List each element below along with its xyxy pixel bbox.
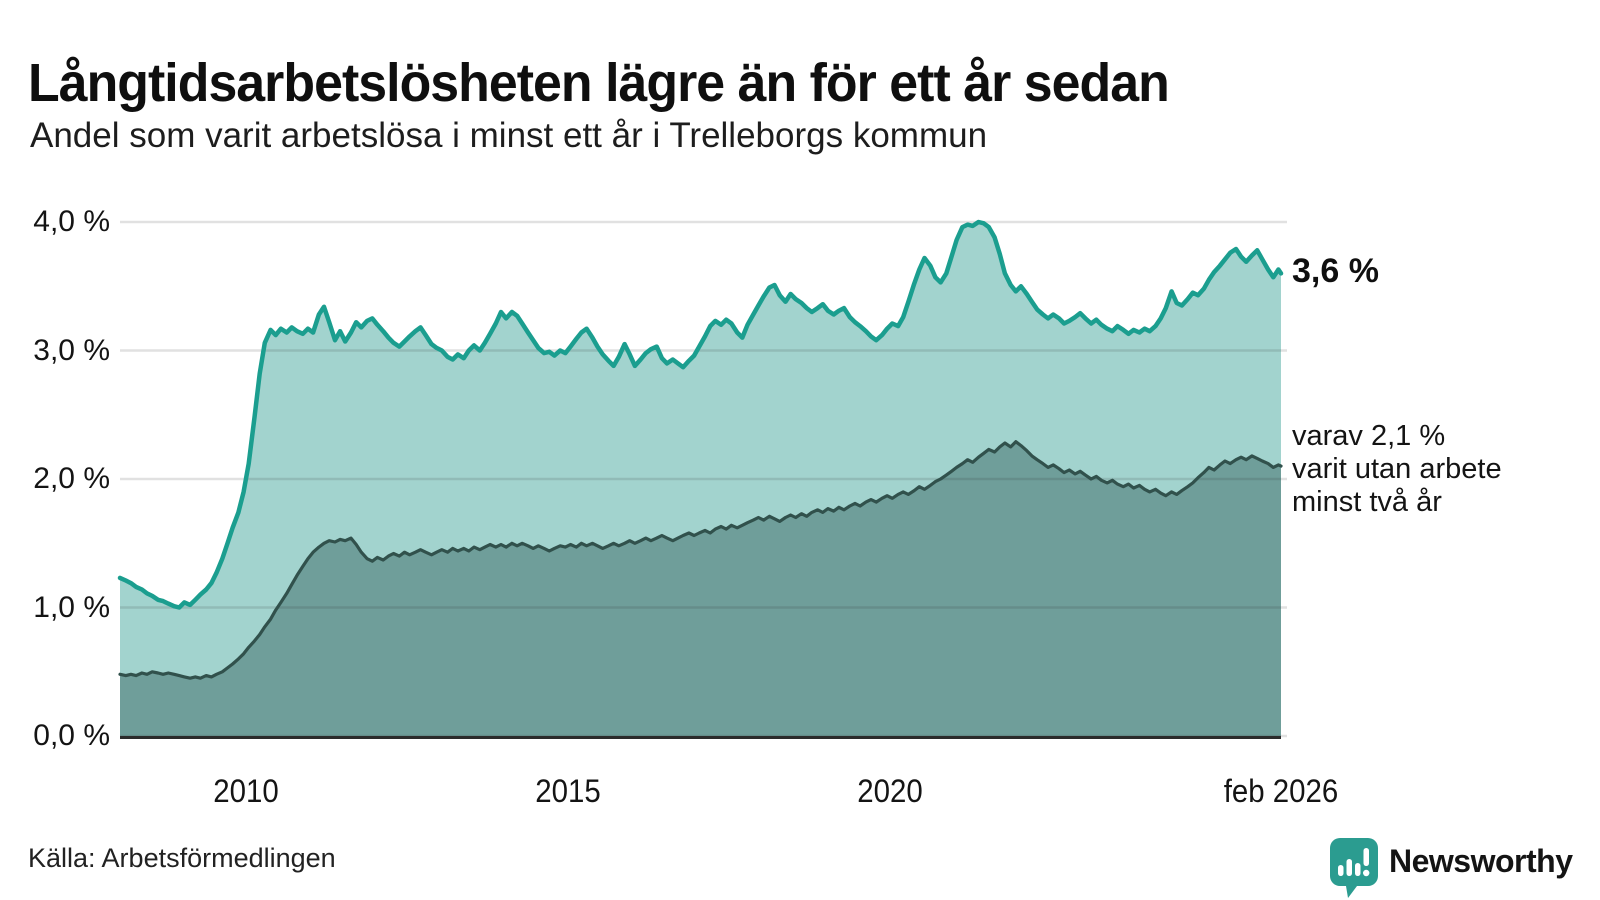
x-tick-label: 2020 (856, 773, 923, 809)
two-year-annotation-line: varit utan arbete (1292, 453, 1502, 486)
page-subtitle: Andel som varit arbetslösa i minst ett å… (30, 116, 988, 155)
y-tick-label: 2,0 % (33, 462, 110, 495)
y-tick-label: 1,0 % (33, 590, 110, 624)
source-credit: Källa: Arbetsförmedlingen (28, 843, 336, 873)
newsworthy-logo-icon (1330, 838, 1378, 898)
x-tick-label: 2015 (535, 773, 601, 809)
x-tick-label: feb 2026 (1223, 773, 1339, 809)
y-tick-label: 3,0 % (33, 333, 110, 367)
page-title: Långtidsarbetslösheten lägre än för ett … (28, 53, 1170, 114)
two-year-annotation-line: minst två år (1292, 486, 1442, 519)
latest-value-annotation: 3,6 % (1292, 252, 1379, 291)
newsworthy-brand: Newsworthy (1330, 838, 1573, 898)
two-year-annotation-line: varav 2,1 % (1292, 420, 1446, 453)
x-tick-label: 2010 (213, 773, 279, 809)
y-tick-label: 4,0 % (33, 205, 110, 238)
y-tick-label: 0,0 % (33, 719, 110, 752)
two-year-annotation: varav 2,1 % varit utan arbete minst två … (1292, 420, 1502, 519)
newsworthy-brand-text: Newsworthy (1389, 843, 1573, 879)
